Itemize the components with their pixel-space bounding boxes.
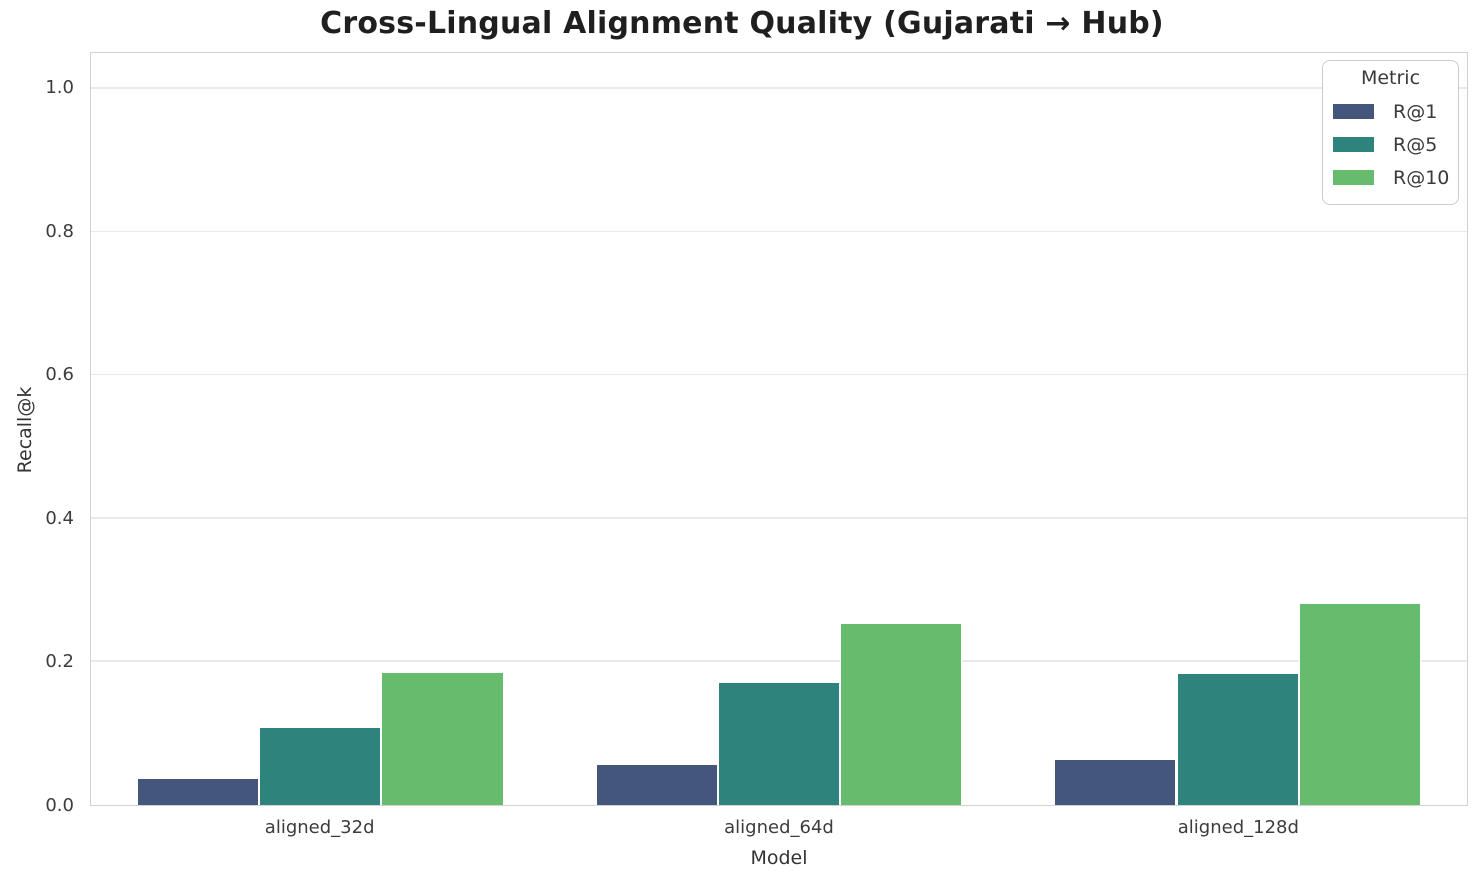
legend: Metric R@1 R@5 R@10 bbox=[1322, 60, 1459, 205]
legend-swatch-r10 bbox=[1333, 170, 1374, 185]
legend-swatch-r5 bbox=[1333, 137, 1374, 152]
legend-label-r10: R@10 bbox=[1393, 166, 1450, 189]
legend-entry: R@10 bbox=[1323, 161, 1458, 194]
chart-title: Cross-Lingual Alignment Quality (Gujarat… bbox=[320, 6, 1164, 41]
legend-entry: R@5 bbox=[1323, 128, 1458, 161]
plot-area bbox=[90, 52, 1468, 806]
bar-aligned_128d-R@5 bbox=[1176, 673, 1299, 805]
bar-aligned_64d-R@5 bbox=[717, 683, 841, 805]
legend-entry: R@1 bbox=[1323, 95, 1458, 128]
y-tick-label: 0.4 bbox=[45, 507, 74, 529]
gridline bbox=[91, 230, 1467, 233]
x-tick-label: aligned_128d bbox=[1177, 817, 1299, 838]
legend-swatch-r1 bbox=[1333, 104, 1374, 119]
x-tick-label: aligned_64d bbox=[724, 817, 834, 838]
x-tick-label: aligned_32d bbox=[264, 817, 375, 838]
legend-title: Metric bbox=[1360, 67, 1421, 89]
y-axis-label: Recall@k bbox=[14, 386, 36, 474]
y-tick-label: 0.8 bbox=[45, 220, 74, 242]
legend-label-r5: R@5 bbox=[1393, 133, 1438, 156]
bar-aligned_32d-R@5 bbox=[259, 727, 382, 805]
bar-aligned_64d-R@1 bbox=[595, 764, 718, 805]
y-tick-label: 1.0 bbox=[45, 76, 74, 98]
bar-aligned_64d-R@10 bbox=[840, 623, 963, 805]
gridline bbox=[91, 660, 1467, 662]
x-axis-label: Model bbox=[750, 847, 808, 869]
bar-aligned_128d-R@10 bbox=[1298, 603, 1422, 805]
bar-aligned_32d-R@10 bbox=[381, 672, 504, 805]
y-tick-label: 0.2 bbox=[45, 651, 74, 673]
bar-aligned_128d-R@1 bbox=[1054, 759, 1177, 805]
bar-aligned_32d-R@1 bbox=[136, 778, 260, 805]
y-tick-label: 0.6 bbox=[45, 364, 74, 386]
legend-label-r1: R@1 bbox=[1393, 100, 1438, 123]
y-tick-label: 0.0 bbox=[45, 795, 74, 816]
gridline bbox=[91, 87, 1467, 89]
gridline bbox=[91, 517, 1467, 519]
gridline bbox=[91, 373, 1467, 376]
